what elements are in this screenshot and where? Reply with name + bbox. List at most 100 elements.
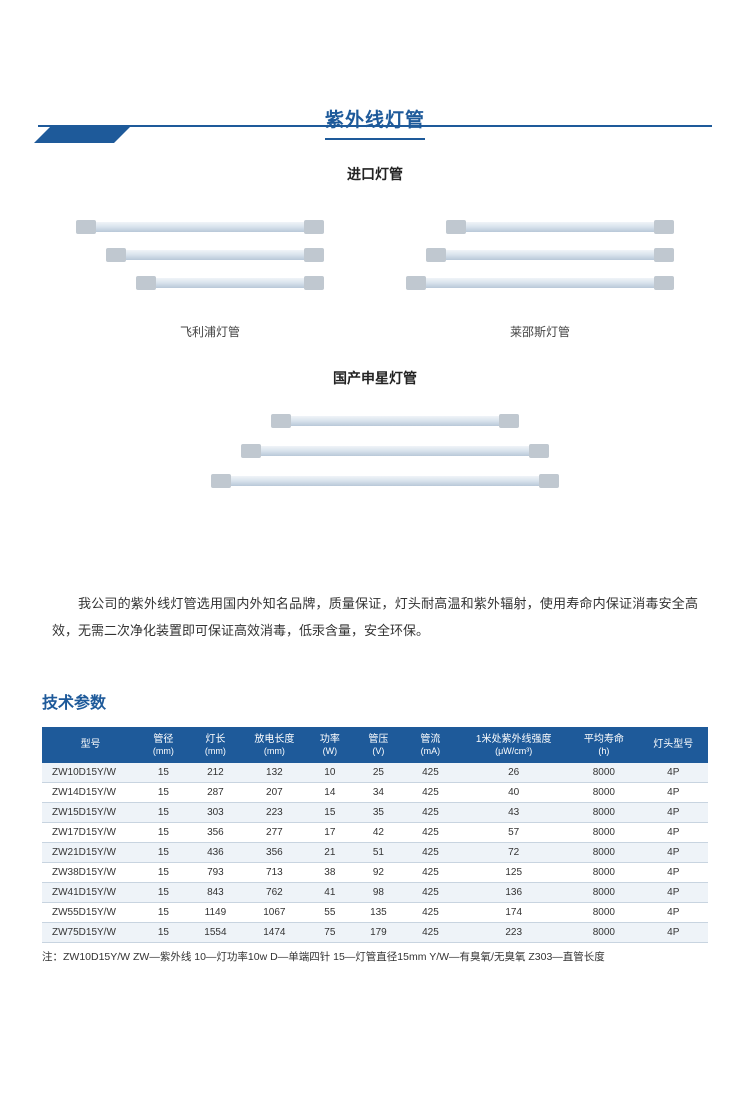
- table-cell: 8000: [569, 783, 638, 803]
- table-header-cell: 灯长(mm): [188, 727, 243, 764]
- table-cell: 425: [403, 863, 458, 883]
- table-cell: 135: [354, 903, 403, 923]
- table-cell: 15: [139, 923, 188, 943]
- table-cell: 174: [458, 903, 569, 923]
- table-cell: 72: [458, 843, 569, 863]
- table-cell: 425: [403, 803, 458, 823]
- col-unit: (mm): [141, 746, 186, 758]
- table-cell: 303: [188, 803, 243, 823]
- table-cell: 8000: [569, 803, 638, 823]
- table-header-cell: 灯头型号: [639, 727, 708, 764]
- table-cell: 15: [139, 863, 188, 883]
- table-cell: 42: [354, 823, 403, 843]
- table-cell: 277: [243, 823, 305, 843]
- table-cell: ZW38D15Y/W: [42, 863, 139, 883]
- table-cell: 26: [458, 763, 569, 783]
- table-cell: 425: [403, 883, 458, 903]
- table-cell: 4P: [639, 823, 708, 843]
- table-cell: 843: [188, 883, 243, 903]
- col-label: 灯头型号: [653, 739, 693, 750]
- title-underline: [325, 138, 425, 140]
- table-header-cell: 平均寿命(h): [569, 727, 638, 764]
- table-cell: 15: [139, 883, 188, 903]
- table-cell: ZW17D15Y/W: [42, 823, 139, 843]
- table-cell: ZW14D15Y/W: [42, 783, 139, 803]
- lamp-icon: [140, 278, 320, 288]
- subtitle-imported: 进口灯管: [0, 164, 750, 184]
- col-label: 管流: [420, 734, 440, 745]
- table-cell: 425: [403, 843, 458, 863]
- spec-table: 型号管径(mm)灯长(mm)放电长度(mm)功率(W)管压(V)管流(mA)1米…: [42, 727, 708, 944]
- table-cell: 15: [139, 823, 188, 843]
- table-row: ZW21D15Y/W1543635621514257280004P: [42, 843, 708, 863]
- col-label: 管压: [368, 734, 388, 745]
- table-cell: 762: [243, 883, 305, 903]
- header-accent: [0, 125, 750, 130]
- table-row: ZW15D15Y/W1530322315354254380004P: [42, 803, 708, 823]
- table-cell: ZW15D15Y/W: [42, 803, 139, 823]
- table-cell: 17: [306, 823, 355, 843]
- table-cell: 223: [243, 803, 305, 823]
- table-header-cell: 1米处紫外线强度(μW/cm³): [458, 727, 569, 764]
- table-cell: ZW75D15Y/W: [42, 923, 139, 943]
- table-cell: 15: [306, 803, 355, 823]
- table-cell: 4P: [639, 863, 708, 883]
- table-header-cell: 管压(V): [354, 727, 403, 764]
- lamp-icon: [215, 476, 555, 486]
- table-cell: 207: [243, 783, 305, 803]
- table-cell: ZW55D15Y/W: [42, 903, 139, 923]
- table-cell: 15: [139, 783, 188, 803]
- lamp-label-lightsources: 莱邵斯灯管: [390, 323, 690, 340]
- table-header-cell: 功率(W): [306, 727, 355, 764]
- col-label: 型号: [81, 739, 101, 750]
- table-cell: 51: [354, 843, 403, 863]
- lamp-group-domestic: [185, 402, 565, 522]
- tech-params-title: 技术参数: [42, 689, 750, 713]
- col-unit: (mm): [245, 746, 303, 758]
- table-cell: 43: [458, 803, 569, 823]
- table-cell: 1149: [188, 903, 243, 923]
- table-cell: 1554: [188, 923, 243, 943]
- table-head: 型号管径(mm)灯长(mm)放电长度(mm)功率(W)管压(V)管流(mA)1米…: [42, 727, 708, 764]
- table-header-cell: 放电长度(mm): [243, 727, 305, 764]
- lamp-group-philips: 飞利浦灯管: [60, 202, 360, 322]
- description-text: 我公司的紫外线灯管选用国内外知名品牌，质量保证，灯头耐高温和紫外辐射，使用寿命内…: [0, 590, 750, 645]
- lamp-row-imported: 飞利浦灯管 莱邵斯灯管: [0, 202, 750, 322]
- table-cell: 223: [458, 923, 569, 943]
- table-body: ZW10D15Y/W1521213210254252680004PZW14D15…: [42, 763, 708, 943]
- table-cell: 4P: [639, 843, 708, 863]
- lamp-group-lightsources: 莱邵斯灯管: [390, 202, 690, 322]
- table-header-cell: 型号: [42, 727, 139, 764]
- table-cell: ZW21D15Y/W: [42, 843, 139, 863]
- table-cell: 15: [139, 763, 188, 783]
- col-label: 1米处紫外线强度: [476, 734, 552, 745]
- lamp-icon: [450, 222, 670, 232]
- table-cell: 8000: [569, 883, 638, 903]
- table-cell: 125: [458, 863, 569, 883]
- table-cell: 132: [243, 763, 305, 783]
- table-cell: 212: [188, 763, 243, 783]
- table-cell: 14: [306, 783, 355, 803]
- table-cell: 92: [354, 863, 403, 883]
- table-header-cell: 管径(mm): [139, 727, 188, 764]
- table-cell: 356: [188, 823, 243, 843]
- col-label: 管径: [153, 734, 173, 745]
- table-cell: 35: [354, 803, 403, 823]
- lamp-icon: [80, 222, 320, 232]
- lamp-icon: [275, 416, 515, 426]
- header-line: [38, 125, 712, 127]
- table-row: ZW38D15Y/W15793713389242512580004P: [42, 863, 708, 883]
- col-unit: (mA): [405, 746, 456, 758]
- spec-table-wrap: 型号管径(mm)灯长(mm)放电长度(mm)功率(W)管压(V)管流(mA)1米…: [42, 727, 708, 944]
- table-cell: 55: [306, 903, 355, 923]
- table-cell: 4P: [639, 783, 708, 803]
- table-cell: 38: [306, 863, 355, 883]
- col-unit: (μW/cm³): [460, 746, 567, 758]
- col-label: 灯长: [205, 734, 225, 745]
- lamp-icon: [410, 278, 670, 288]
- table-cell: ZW41D15Y/W: [42, 883, 139, 903]
- table-cell: 15: [139, 803, 188, 823]
- table-cell: 40: [458, 783, 569, 803]
- table-row: ZW17D15Y/W1535627717424255780004P: [42, 823, 708, 843]
- table-cell: 4P: [639, 923, 708, 943]
